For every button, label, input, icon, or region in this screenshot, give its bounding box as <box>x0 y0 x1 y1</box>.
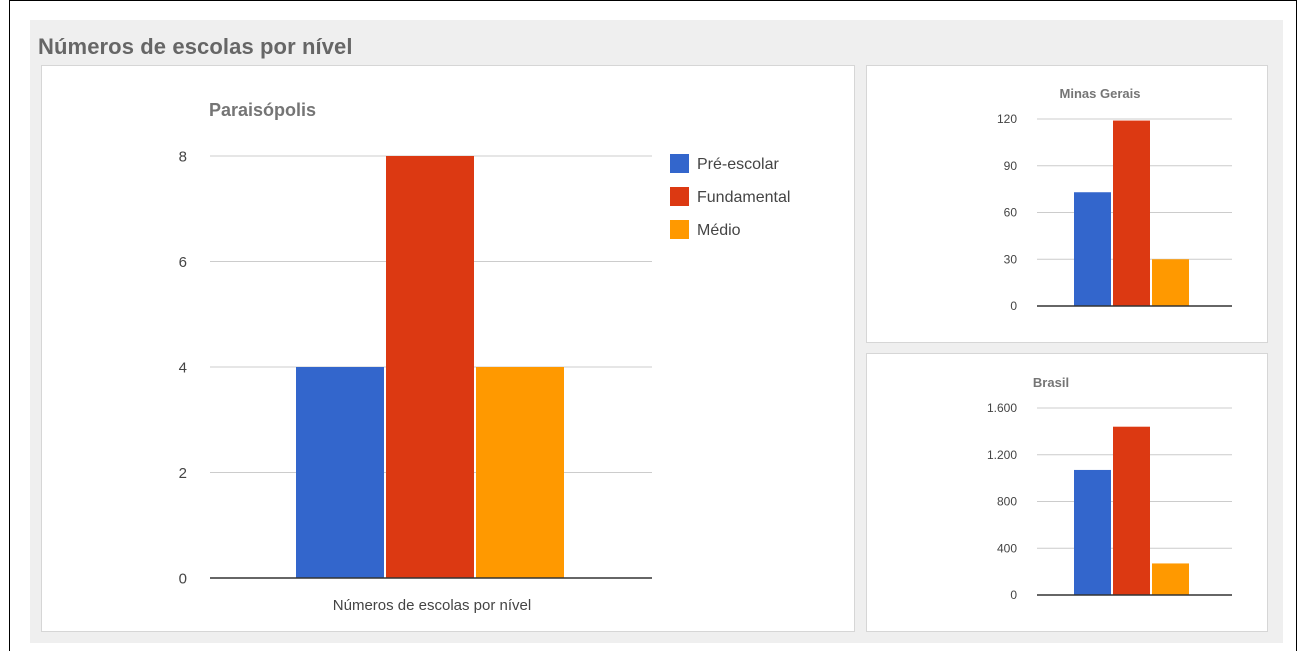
y-tick-label: 400 <box>997 541 1017 555</box>
section-title: Números de escolas por nível <box>38 34 353 59</box>
y-tick-label: 30 <box>1004 252 1018 266</box>
chart-card-minas-gerais: 0 30 60 90 120 Minas Gerais <box>866 65 1268 343</box>
y-tick-label: 2 <box>179 465 187 482</box>
chart-card-paraisopolis: 0 2 4 6 8 Paraisópolis Números de escolas por … <box>41 65 855 632</box>
bar-series-0 <box>1074 192 1111 306</box>
legend-label: Médio <box>697 222 741 239</box>
bar-pré-escolar <box>296 367 384 578</box>
y-tick-label: 90 <box>1004 159 1018 173</box>
legend-label: Pré-escolar <box>697 156 779 173</box>
y-tick-label: 800 <box>997 495 1017 509</box>
bar-fundamental <box>386 156 474 578</box>
y-tick-label: 4 <box>179 359 187 376</box>
legend-swatch <box>670 187 689 206</box>
y-tick-label: 1.200 <box>987 448 1017 462</box>
bar-médio <box>476 367 564 578</box>
y-tick-label: 1.600 <box>987 401 1017 415</box>
legend-swatch <box>670 154 689 173</box>
bar-series-1 <box>1113 426 1150 595</box>
y-tick-label: 120 <box>997 112 1017 126</box>
legend-label: Fundamental <box>697 189 790 206</box>
chart-title: Paraisópolis <box>209 100 316 120</box>
bar-series-0 <box>1074 469 1111 595</box>
y-tick-label: 60 <box>1004 206 1018 220</box>
legend-swatch <box>670 220 689 239</box>
bar-series-2 <box>1152 563 1189 595</box>
x-category-label: Números de escolas por nível <box>333 597 531 614</box>
y-tick-label: 6 <box>179 254 187 271</box>
bar-series-1 <box>1113 120 1150 306</box>
chart-title: Brasil <box>1033 375 1069 390</box>
y-tick-label: 8 <box>179 148 187 165</box>
chart-card-brasil: 0 400 800 1.200 1.600 Brasil <box>866 353 1268 632</box>
chart-title: Minas Gerais <box>1060 86 1141 101</box>
y-tick-label: 0 <box>1010 299 1017 313</box>
y-tick-label: 0 <box>179 570 187 587</box>
bar-chart-paraisopolis: 0 2 4 6 8 Paraisópolis Números de escolas por … <box>179 100 791 614</box>
bar-chart-brasil: 0 400 800 1.200 1.600 Brasil <box>987 375 1232 602</box>
bar-series-2 <box>1152 259 1189 306</box>
bar-chart-minas-gerais: 0 30 60 90 120 Minas Gerais <box>997 86 1232 313</box>
y-tick-label: 0 <box>1010 588 1017 602</box>
